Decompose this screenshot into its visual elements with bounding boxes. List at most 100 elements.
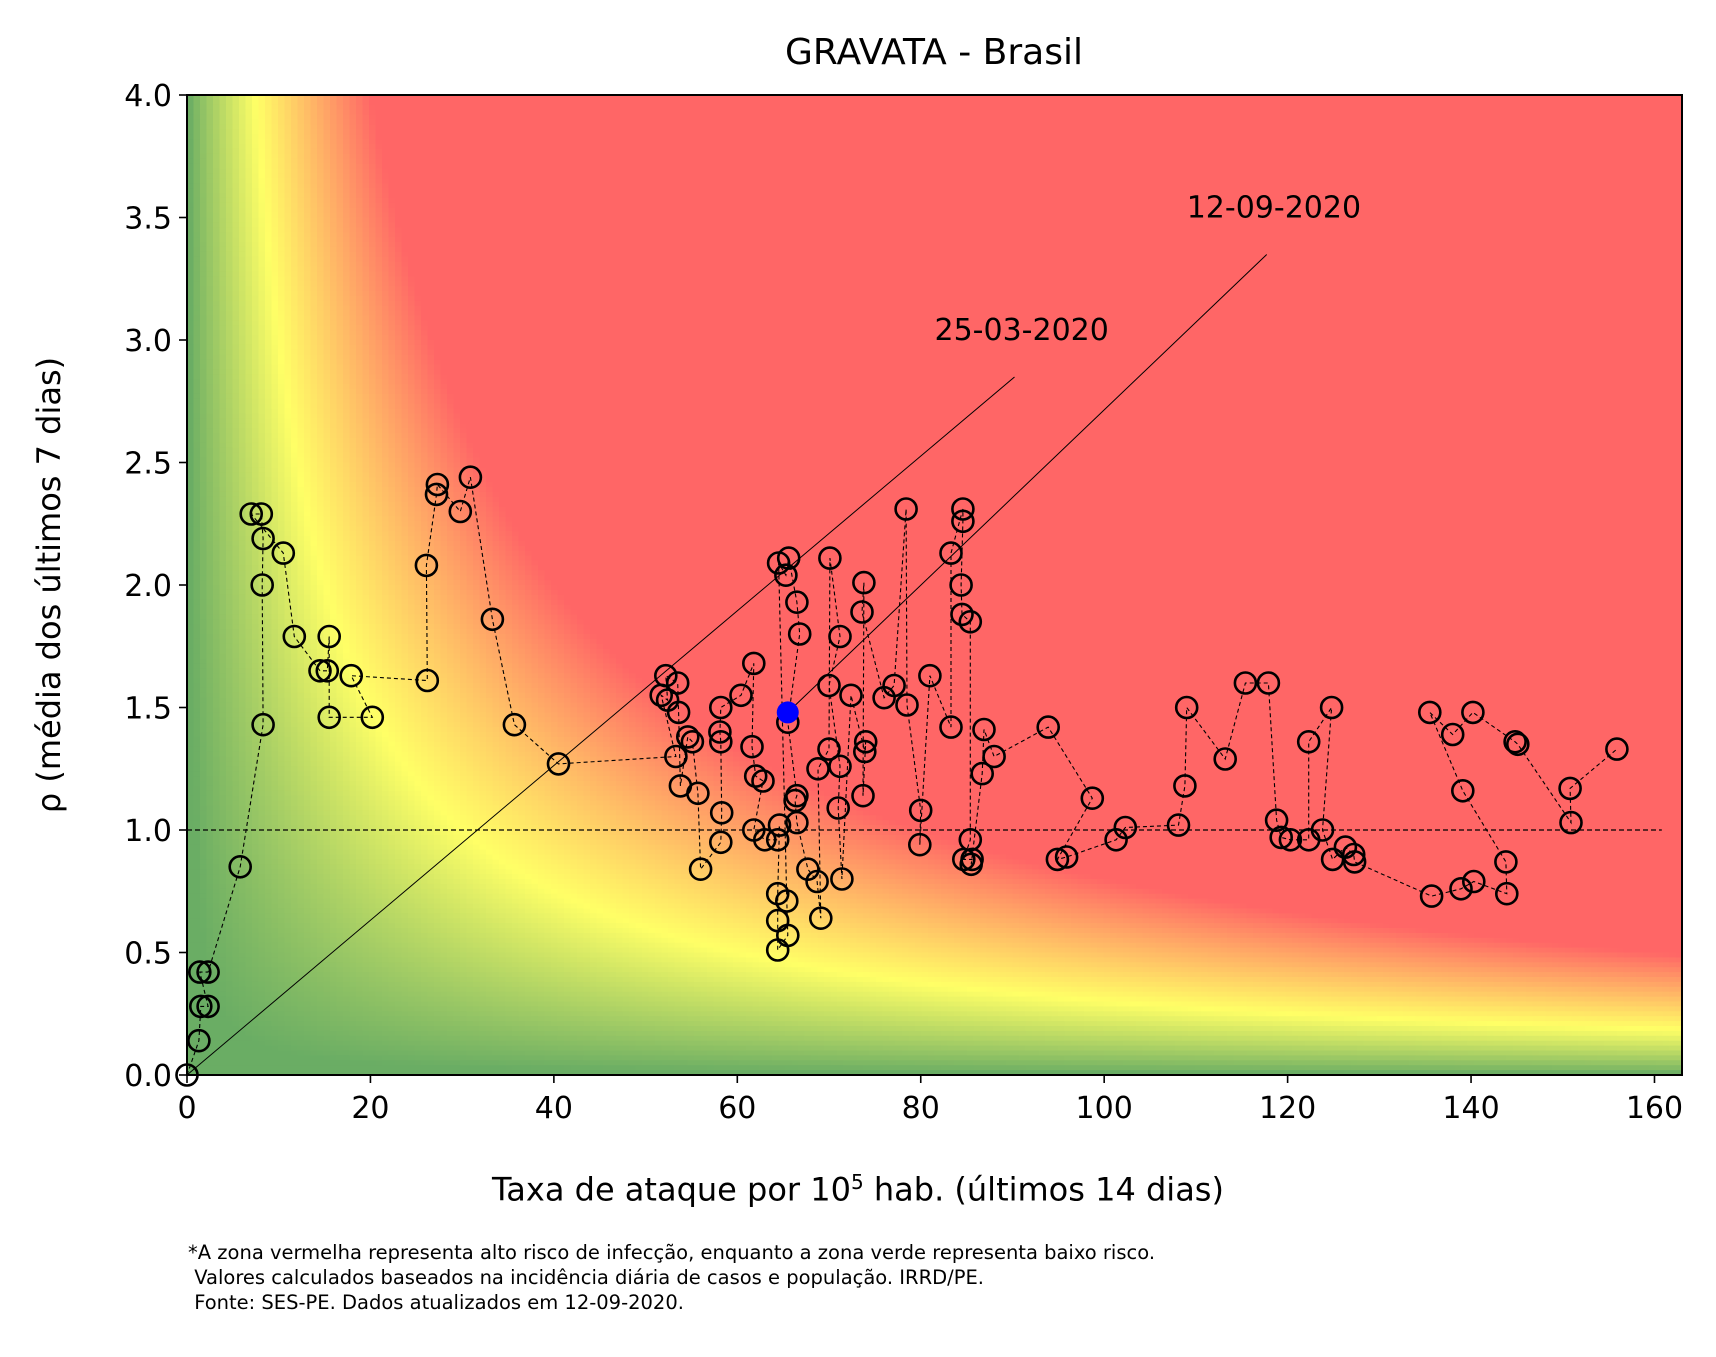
heatmap-cell bbox=[239, 433, 246, 439]
heatmap-cell bbox=[200, 492, 207, 498]
heatmap-cell bbox=[200, 360, 207, 366]
heatmap-cell bbox=[207, 237, 214, 243]
heatmap-cell bbox=[220, 752, 227, 758]
heatmap-cell bbox=[239, 624, 246, 630]
heatmap-cell bbox=[220, 271, 227, 277]
heatmap-cell bbox=[207, 443, 214, 449]
heatmap-cell bbox=[233, 139, 240, 145]
heatmap-cell bbox=[246, 218, 253, 224]
heatmap-cell bbox=[226, 418, 233, 424]
heatmap-cell bbox=[233, 727, 240, 733]
heatmap-cell bbox=[207, 409, 214, 415]
heatmap-cell bbox=[187, 286, 194, 292]
heatmap-cell bbox=[233, 448, 240, 454]
heatmap-cell bbox=[233, 546, 240, 552]
heatmap-cell bbox=[213, 512, 220, 518]
heatmap-cell bbox=[194, 301, 201, 307]
heatmap-cell bbox=[233, 654, 240, 660]
heatmap-cell bbox=[213, 433, 220, 439]
heatmap-cell bbox=[239, 110, 246, 116]
heatmap-cell bbox=[226, 467, 233, 473]
heatmap-cell bbox=[226, 737, 233, 743]
heatmap-cell bbox=[194, 899, 201, 905]
heatmap-cell bbox=[226, 590, 233, 596]
heatmap-cell bbox=[226, 605, 233, 611]
heatmap-cell bbox=[246, 418, 253, 424]
heatmap-cell bbox=[233, 521, 240, 527]
heatmap-cell bbox=[226, 222, 233, 228]
heatmap-cell bbox=[220, 727, 227, 733]
heatmap-cell bbox=[200, 394, 207, 400]
heatmap-cell bbox=[213, 482, 220, 488]
heatmap-cell bbox=[187, 276, 194, 282]
heatmap-cell bbox=[226, 414, 233, 420]
heatmap-cell bbox=[213, 678, 220, 684]
heatmap-cell bbox=[200, 810, 207, 816]
heatmap-cell bbox=[200, 1041, 207, 1047]
heatmap-cell bbox=[220, 796, 227, 802]
heatmap-cell bbox=[220, 276, 227, 282]
heatmap-cell bbox=[207, 384, 214, 390]
heatmap-cell bbox=[187, 830, 194, 836]
heatmap-cell bbox=[200, 923, 207, 929]
heatmap-cell bbox=[200, 551, 207, 557]
heatmap-cell bbox=[207, 512, 214, 518]
heatmap-cell bbox=[220, 497, 227, 503]
heatmap-cell bbox=[233, 624, 240, 630]
heatmap-cell bbox=[220, 737, 227, 743]
heatmap-cell bbox=[200, 536, 207, 542]
heatmap-cell bbox=[200, 624, 207, 630]
heatmap-cell bbox=[187, 771, 194, 777]
heatmap-cell bbox=[233, 708, 240, 714]
heatmap-cell bbox=[233, 276, 240, 282]
heatmap-cell bbox=[233, 747, 240, 753]
heatmap-cell bbox=[207, 291, 214, 297]
heatmap-cell bbox=[233, 428, 240, 434]
heatmap-cell bbox=[194, 512, 201, 518]
heatmap-cell bbox=[246, 335, 253, 341]
heatmap-cell bbox=[233, 585, 240, 591]
heatmap-cell bbox=[187, 791, 194, 797]
heatmap-cell bbox=[246, 374, 253, 380]
heatmap-cell bbox=[213, 698, 220, 704]
heatmap-cell bbox=[213, 404, 220, 410]
heatmap-cell bbox=[226, 904, 233, 910]
heatmap-cell bbox=[220, 227, 227, 233]
heatmap-cell bbox=[246, 129, 253, 135]
heatmap-cell bbox=[239, 497, 246, 503]
heatmap-cell bbox=[220, 291, 227, 297]
heatmap-cell bbox=[200, 399, 207, 405]
heatmap-cell bbox=[239, 414, 246, 420]
heatmap-cell bbox=[233, 605, 240, 611]
heatmap-cell bbox=[226, 644, 233, 650]
heatmap-cell bbox=[207, 482, 214, 488]
heatmap-cell bbox=[239, 810, 246, 816]
heatmap-cell bbox=[194, 193, 201, 199]
heatmap-cell bbox=[187, 722, 194, 728]
heatmap-cell bbox=[207, 267, 214, 273]
heatmap-cell bbox=[246, 178, 253, 184]
heatmap-cell bbox=[233, 840, 240, 846]
heatmap-cell bbox=[246, 379, 253, 385]
heatmap-cell bbox=[187, 252, 194, 257]
heatmap-cell bbox=[233, 717, 240, 723]
heatmap-cell bbox=[220, 732, 227, 738]
heatmap-cell bbox=[239, 144, 246, 150]
heatmap-cell bbox=[233, 482, 240, 488]
heatmap-cell bbox=[239, 198, 246, 204]
heatmap-cell bbox=[207, 414, 214, 420]
heatmap-cell bbox=[200, 129, 207, 135]
heatmap-cell bbox=[187, 923, 194, 929]
heatmap-cell bbox=[220, 977, 227, 983]
heatmap-cell bbox=[194, 766, 201, 772]
heatmap-cell bbox=[220, 340, 227, 346]
heatmap-cell bbox=[200, 570, 207, 576]
heatmap-cell bbox=[220, 546, 227, 552]
heatmap-cell bbox=[200, 889, 207, 895]
heatmap-cell bbox=[226, 938, 233, 944]
heatmap-cell bbox=[233, 232, 240, 238]
heatmap-cell bbox=[226, 345, 233, 351]
heatmap-cell bbox=[226, 835, 233, 841]
heatmap-cell bbox=[200, 423, 207, 429]
heatmap-cell bbox=[226, 957, 233, 963]
